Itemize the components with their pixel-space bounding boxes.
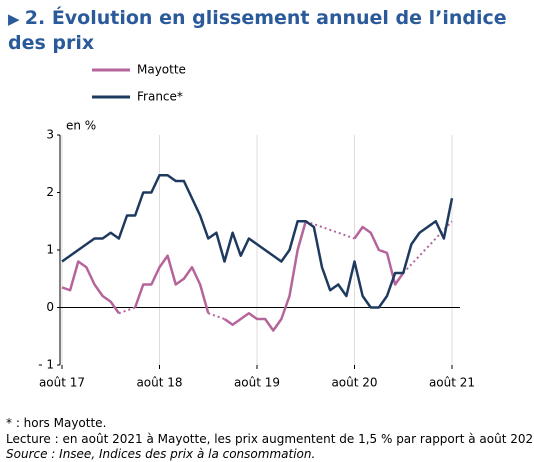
x-tick-label: août 20: [331, 376, 377, 390]
legend-label: France*: [137, 90, 183, 104]
x-tick-label: août 19: [234, 376, 280, 390]
y-tick-label: 2: [46, 185, 54, 199]
gap-connector: [402, 220, 453, 274]
x-tick-label: août 18: [136, 376, 182, 390]
chart-title: 2. Évolution en glissement annuel de l’i…: [8, 7, 507, 54]
y-tick-label: 0: [46, 300, 54, 314]
y-axis-label: en %: [66, 119, 96, 133]
y-tick-label: 1: [46, 243, 54, 257]
note: * : hors Mayotte.: [6, 416, 107, 430]
gap-connector: [207, 312, 225, 320]
note: Lecture : en août 2021 à Mayotte, les pr…: [6, 432, 534, 446]
y-tick-label: 3: [46, 128, 54, 142]
chart: en % août 17 août 18 août 19 août 20 août 21…: [38, 63, 475, 390]
note: Source : Insee, Indices des prix à la co…: [6, 447, 316, 461]
x-tick-label: août 21: [429, 376, 475, 390]
gap-connector: [305, 220, 355, 240]
chart-title-box: ▶ 2. Évolution en glissement annuel de l…: [8, 6, 508, 55]
legend-label: Mayotte: [137, 63, 186, 77]
title-marker: ▶: [8, 10, 25, 28]
series-line: [61, 174, 454, 309]
gap-connector: [118, 306, 136, 315]
x-tick-label: août 17: [39, 376, 85, 390]
y-tick-label: - 1: [38, 358, 54, 372]
